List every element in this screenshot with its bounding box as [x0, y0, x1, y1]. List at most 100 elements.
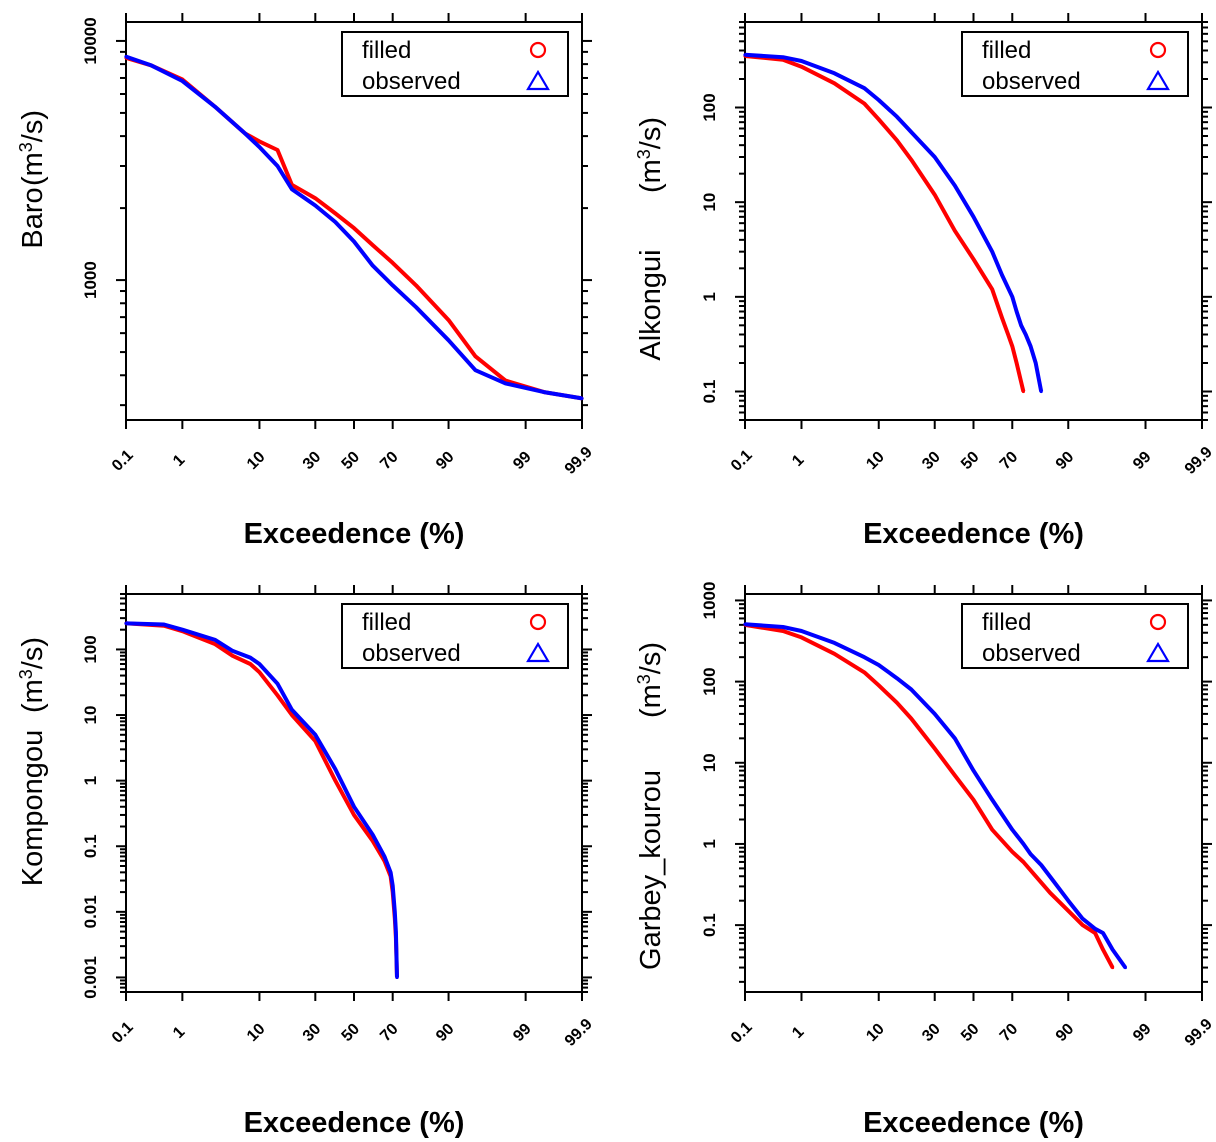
data-point-filled	[1066, 909, 1070, 913]
data-point-observed	[933, 712, 937, 716]
data-point-filled	[1006, 332, 1010, 337]
data-point-filled	[333, 211, 337, 216]
data-point-observed	[248, 656, 252, 660]
data-point-observed	[275, 682, 280, 686]
chart-panel-baro: 0.1 1 10 30 50 70 90 99 99.9 1000 10000 Exceedence …	[16, 13, 596, 550]
legend-label-observed: observed	[362, 68, 461, 95]
data-point-filled	[799, 65, 804, 69]
data-point-observed	[743, 622, 747, 626]
series-line-observed	[744, 622, 1128, 969]
x-tick-label: 0.1	[109, 447, 137, 475]
legend: filled observed	[341, 31, 569, 97]
legend-marker-triangle	[526, 69, 550, 91]
data-point-filled	[1081, 923, 1085, 927]
legend-marker-triangle	[1146, 641, 1170, 663]
legend-marker-circle	[1149, 41, 1167, 59]
data-point-observed	[333, 220, 337, 224]
x-tick-label: 1	[789, 1024, 807, 1042]
series-filled	[743, 54, 1026, 394]
data-point-filled	[953, 773, 957, 777]
data-point-observed	[1034, 361, 1038, 365]
data-point-observed	[832, 71, 837, 75]
data-point-observed	[1010, 828, 1014, 832]
x-tick-label: 70	[377, 1020, 402, 1045]
x-tick-label: 10	[863, 1020, 888, 1045]
data-point-observed	[149, 63, 153, 68]
x-tick-label: 99	[1130, 1020, 1155, 1045]
data-point-observed	[313, 733, 317, 737]
data-point-filled	[257, 670, 262, 674]
data-point-filled	[231, 654, 235, 658]
data-point-observed	[1010, 295, 1014, 299]
data-point-observed	[909, 687, 913, 692]
y-axis-label: Alkongui	[635, 249, 667, 360]
data-point-observed	[388, 870, 393, 874]
data-point-observed	[877, 663, 881, 667]
data-point-filled	[933, 746, 937, 751]
legend-label-observed: observed	[982, 640, 1081, 667]
data-point-observed	[231, 649, 235, 653]
data-point-filled	[352, 813, 356, 817]
data-point-observed	[1123, 965, 1127, 970]
legend-label-filled: filled	[362, 609, 411, 636]
x-tick-label: 30	[919, 1020, 944, 1045]
data-point-observed	[394, 929, 398, 934]
data-point-observed	[213, 638, 217, 642]
x-tick-label: 10	[244, 1020, 269, 1045]
data-point-observed	[290, 187, 294, 191]
data-point-filled	[352, 226, 356, 230]
y-tick-label: 100	[700, 667, 719, 695]
data-point-filled	[1014, 361, 1019, 365]
x-tick-label: 50	[339, 1020, 364, 1045]
y-axis-unit: (m3/s)	[634, 642, 667, 718]
data-point-observed	[313, 203, 317, 208]
data-point-observed	[743, 53, 747, 57]
y-axis-unit: (m3/s)	[634, 117, 667, 193]
x-tick-label: 70	[997, 448, 1022, 473]
x-tick-label: 30	[300, 448, 325, 473]
legend-label-filled: filled	[982, 609, 1031, 636]
data-point-observed	[333, 767, 337, 771]
y-tick-label: 100	[81, 635, 100, 663]
x-tick-label: 99	[510, 448, 535, 473]
data-point-filled	[414, 283, 418, 288]
data-point-observed	[1019, 323, 1023, 327]
data-point-filled	[213, 642, 217, 646]
data-point-filled	[333, 779, 337, 783]
x-tick-label: 90	[433, 448, 458, 473]
x-tick-label: 50	[958, 448, 983, 473]
data-point-observed	[862, 655, 866, 659]
legend-marker-triangle	[526, 641, 550, 663]
series-filled	[124, 621, 399, 980]
data-point-observed	[1028, 344, 1033, 348]
x-tick-label: 0.1	[728, 1019, 756, 1047]
data-point-observed	[275, 164, 280, 168]
x-tick-label: 0.1	[728, 447, 756, 475]
x-tick-label: 1	[789, 452, 807, 470]
data-point-observed	[124, 55, 128, 59]
data-point-observed	[352, 239, 356, 244]
data-point-observed	[503, 381, 508, 385]
data-point-observed	[1081, 917, 1085, 921]
data-point-filled	[313, 739, 317, 743]
data-point-observed	[243, 131, 247, 136]
x-tick-label: 70	[997, 1020, 1022, 1045]
y-axis-label: Kompongou	[17, 730, 49, 886]
y-tick-label: 10000	[81, 17, 100, 64]
data-point-observed	[933, 155, 937, 159]
data-point-filled	[257, 139, 262, 144]
series-observed	[124, 54, 584, 401]
legend-marker-circle	[529, 41, 547, 59]
data-point-filled	[1010, 850, 1014, 854]
x-tick-label: 99	[510, 1020, 535, 1045]
y-tick-label: 1000	[81, 261, 100, 299]
data-point-observed	[473, 368, 477, 372]
data-point-filled	[971, 257, 976, 261]
data-point-filled	[990, 828, 994, 832]
data-point-filled	[290, 713, 294, 717]
data-point-observed	[391, 283, 395, 288]
data-point-observed	[1051, 879, 1055, 883]
data-point-observed	[352, 805, 356, 809]
series-line-filled	[125, 621, 399, 978]
data-point-observed	[580, 396, 584, 401]
